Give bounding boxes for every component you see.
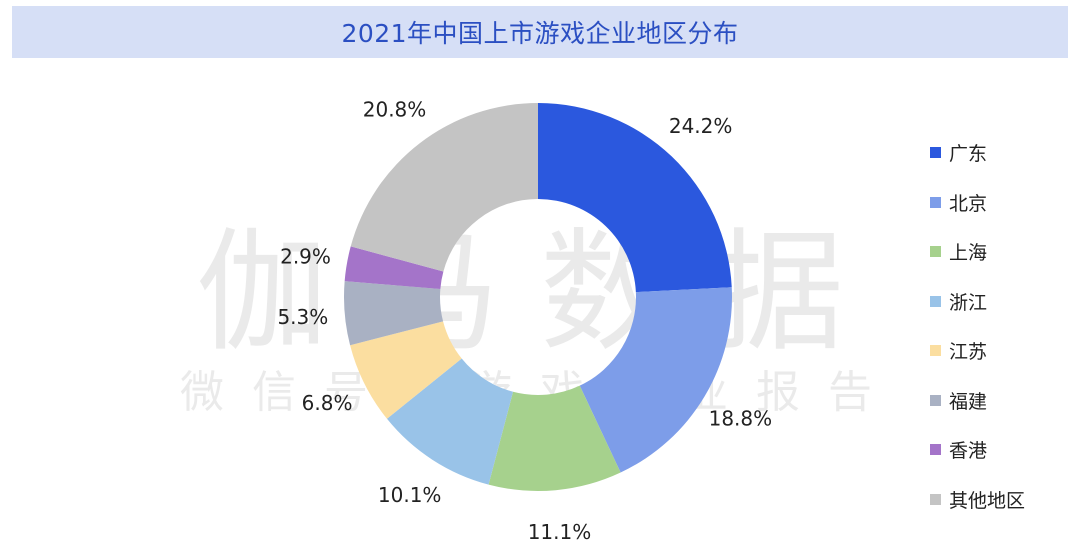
legend-label: 香港 (949, 440, 988, 463)
slice-value-label-4: 6.8% (302, 391, 353, 415)
legend: 广东北京上海浙江江苏福建香港其他地区 (930, 128, 1025, 524)
slice-5 (344, 281, 444, 346)
legend-item: 浙江 (930, 277, 1025, 327)
slice-1 (579, 287, 732, 473)
slice-value-label-2: 11.1% (528, 520, 592, 544)
slice-6 (344, 246, 444, 290)
legend-swatch (930, 246, 941, 258)
legend-item: 北京 (930, 178, 1025, 228)
legend-swatch (930, 295, 941, 307)
legend-item: 江苏 (930, 326, 1025, 376)
legend-swatch (930, 493, 941, 505)
legend-label: 广东 (949, 143, 988, 166)
slice-value-label-0: 24.2% (669, 114, 733, 138)
legend-swatch (930, 444, 941, 456)
legend-label: 江苏 (949, 341, 988, 364)
slice-value-label-5: 5.3% (277, 305, 328, 329)
chart-title: 2021年中国上市游戏企业地区分布 (341, 19, 739, 48)
slice-7 (350, 103, 538, 272)
slice-3 (386, 358, 514, 485)
legend-label: 福建 (949, 390, 988, 413)
legend-swatch (930, 345, 941, 357)
legend-swatch (930, 147, 941, 159)
title-bar: 2021年中国上市游戏企业地区分布 (12, 6, 1068, 58)
slice-2 (488, 385, 621, 492)
legend-item: 上海 (930, 227, 1025, 277)
legend-item: 福建 (930, 376, 1025, 426)
slice-value-label-6: 2.9% (280, 244, 331, 268)
slice-0 (538, 103, 732, 293)
slice-4 (350, 321, 462, 419)
legend-label: 上海 (949, 242, 988, 265)
legend-swatch (930, 196, 941, 208)
legend-swatch (930, 394, 941, 406)
slice-value-label-1: 18.8% (709, 406, 773, 430)
legend-label: 北京 (949, 192, 988, 215)
legend-item: 香港 (930, 425, 1025, 475)
legend-label: 其他地区 (949, 489, 1026, 512)
slice-value-label-3: 10.1% (378, 483, 442, 507)
legend-item: 广东 (930, 128, 1025, 178)
legend-label: 浙江 (949, 291, 988, 314)
legend-item: 其他地区 (930, 475, 1025, 525)
slice-value-label-7: 20.8% (363, 98, 427, 122)
